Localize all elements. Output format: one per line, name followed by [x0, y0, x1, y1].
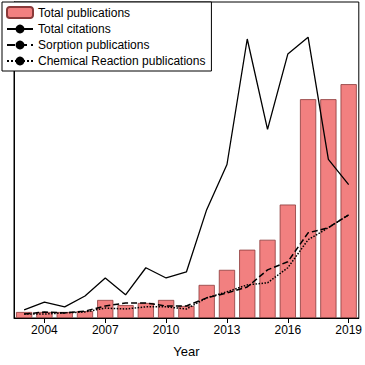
- svg-text:Sorption publications: Sorption publications: [38, 38, 149, 52]
- svg-text:Total citations: Total citations: [38, 22, 111, 36]
- svg-text:2013: 2013: [214, 323, 241, 337]
- svg-text:2010: 2010: [153, 323, 180, 337]
- svg-text:2007: 2007: [92, 323, 119, 337]
- svg-text:2019: 2019: [335, 323, 362, 337]
- svg-text:2004: 2004: [31, 323, 58, 337]
- svg-text:Total publications: Total publications: [38, 6, 130, 20]
- svg-text:Year: Year: [173, 344, 200, 359]
- svg-text:Chemical Reaction publications: Chemical Reaction publications: [38, 54, 205, 68]
- svg-text:2016: 2016: [274, 323, 301, 337]
